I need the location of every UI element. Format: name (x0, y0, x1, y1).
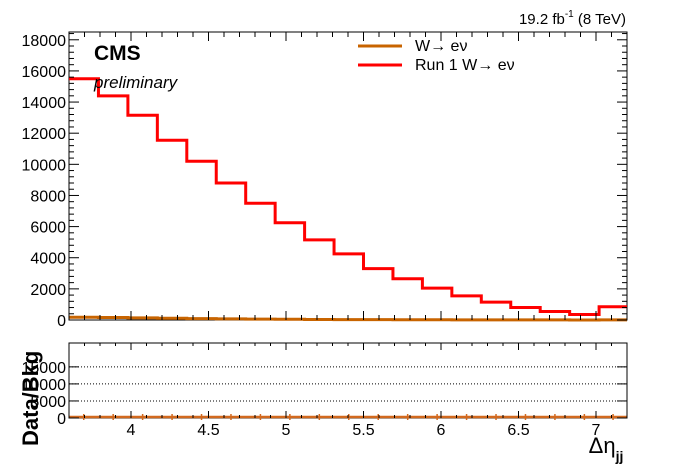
luminosity-exponent: -1 (565, 9, 574, 20)
ratio-y-tick-label: 15000 (22, 360, 67, 377)
x-tick-label: 4 (127, 422, 136, 439)
y-tick-label: 4000 (30, 251, 66, 268)
legend: W→ eν Run 1 W→ eν (358, 38, 515, 74)
ratio-y-axis-title: Data/Bkg (18, 351, 43, 446)
y-tick-label: 6000 (30, 220, 66, 237)
x-axis-title: Δηjj (589, 433, 624, 464)
ratio-y-tick-label: 5000 (30, 394, 66, 411)
y-tick-label: 2000 (30, 282, 66, 299)
x-axis-title-delta: Δ (589, 433, 604, 458)
x-tick-label: 6.5 (507, 422, 529, 439)
ratio-y-tick-label: 0 (57, 411, 66, 428)
y-tick-label: 12000 (22, 126, 67, 143)
cms-label: CMS (94, 42, 141, 65)
x-axis-title-eta: η (603, 433, 615, 458)
x-tick-label: 7 (592, 422, 601, 439)
x-tick-label: 6 (437, 422, 446, 439)
y-tick-label: 8000 (30, 188, 66, 205)
main-series-group (69, 77, 627, 322)
y-tick-label: 10000 (22, 157, 67, 174)
y-tick-label: 18000 (22, 33, 67, 50)
y-tick-label: 14000 (22, 95, 67, 112)
y-tick-label: 16000 (22, 64, 67, 81)
luminosity-energy: (8 TeV) (574, 11, 626, 28)
ratio-y-tick-label: 10000 (22, 377, 67, 394)
legend-label: Run 1 W→ eν (415, 57, 515, 74)
main-x-axis-ticks (68, 32, 628, 320)
x-tick-label: 5 (282, 422, 291, 439)
x-tick-label: 4.5 (197, 422, 219, 439)
luminosity-value: 19.2 fb (519, 11, 565, 28)
preliminary-label: preliminary (93, 73, 179, 92)
ratio-plot-frame (68, 342, 628, 419)
x-tick-label: 5.5 (352, 422, 374, 439)
ratio-grid (69, 366, 627, 402)
y-tick-label: 0 (57, 313, 66, 330)
x-axis: 4 4.5 5 5.5 6 6.5 7 (68, 343, 628, 439)
legend-label: W→ eν (415, 38, 467, 55)
series-line-run1-w-enu (69, 77, 627, 317)
x-axis-title-subscript: jj (615, 448, 624, 464)
main-y-axis: 0 2000 4000 6000 8000 10000 12000 14000 16000 180… (22, 33, 627, 330)
luminosity-label: 19.2 fb-1 (8 TeV) (519, 9, 626, 28)
